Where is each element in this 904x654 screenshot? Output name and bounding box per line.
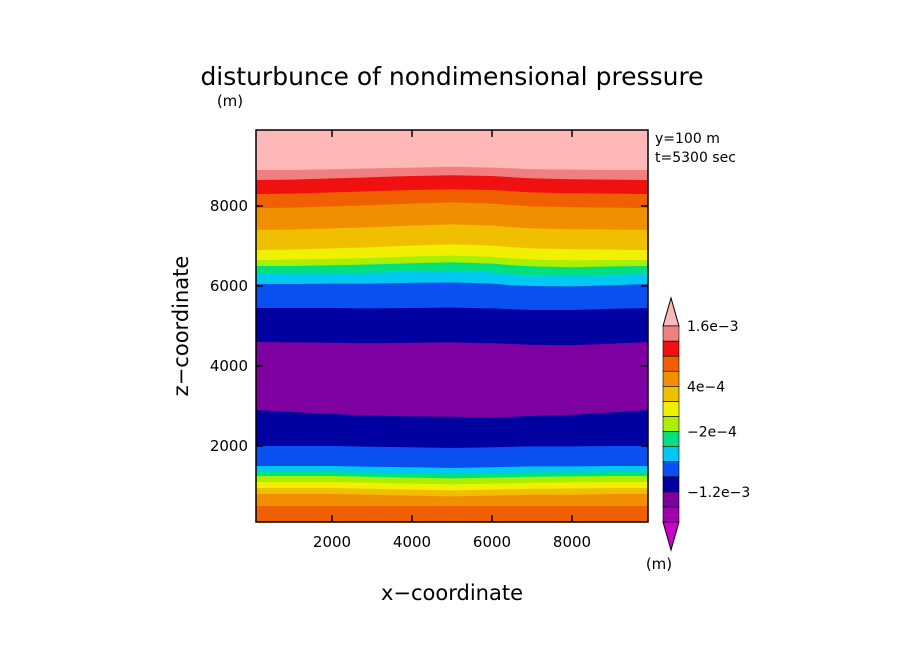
annotation-y: y=100 m xyxy=(655,131,720,147)
colorbar-segment xyxy=(662,431,680,447)
colorbar-segment xyxy=(662,386,680,402)
colorbar-segment xyxy=(662,491,680,508)
colorbar-unit-label: (m) xyxy=(646,555,672,573)
x-axis-label: x−coordinate xyxy=(381,581,523,605)
colorbar-segment xyxy=(662,476,680,493)
colorbar-label: 1.6e−3 xyxy=(687,319,739,335)
colorbar-label: −1.2e−3 xyxy=(687,485,750,501)
colorbar-segment xyxy=(662,355,680,372)
colorbar-segment xyxy=(662,461,680,478)
colorbar-bottom-cap xyxy=(662,521,680,552)
x-tick-label: 8000 xyxy=(553,533,591,551)
y-tick-label: 4000 xyxy=(210,357,248,375)
colorbar-label: 4e−4 xyxy=(687,379,725,395)
y-axis-label: z−coordinate xyxy=(169,256,193,397)
y-tick-label: 8000 xyxy=(210,197,248,215)
colorbar-segment xyxy=(662,446,680,462)
contour-band-21 xyxy=(256,130,648,170)
plot-frame xyxy=(255,129,649,523)
colorbar-top-cap xyxy=(662,296,680,327)
y-tick-label: 6000 xyxy=(210,277,248,295)
annotation-time: t=5300 sec xyxy=(655,150,736,166)
y-tick-label: 2000 xyxy=(210,437,248,455)
x-tick-label: 4000 xyxy=(393,533,431,551)
contour-bands xyxy=(256,130,648,522)
z-unit-label: (m) xyxy=(217,92,243,110)
y-axis: 2000 4000 6000 8000 xyxy=(210,197,648,455)
colorbar: 1.6e−3 4e−4 −2e−4 −1.2e−3 xyxy=(662,296,750,552)
x-tick-label: 2000 xyxy=(313,533,351,551)
colorbar-segment xyxy=(662,506,680,523)
colorbar-segment xyxy=(662,370,680,387)
colorbar-segment xyxy=(662,401,680,417)
x-axis: 2000 4000 6000 8000 xyxy=(313,130,591,551)
colorbar-segment xyxy=(662,416,680,432)
colorbar-label: −2e−4 xyxy=(687,425,737,441)
colorbar-segment xyxy=(662,340,680,357)
chart-title: disturbunce of nondimensional pressure xyxy=(200,62,703,91)
x-tick-label: 6000 xyxy=(473,533,511,551)
colorbar-segment xyxy=(662,325,680,342)
